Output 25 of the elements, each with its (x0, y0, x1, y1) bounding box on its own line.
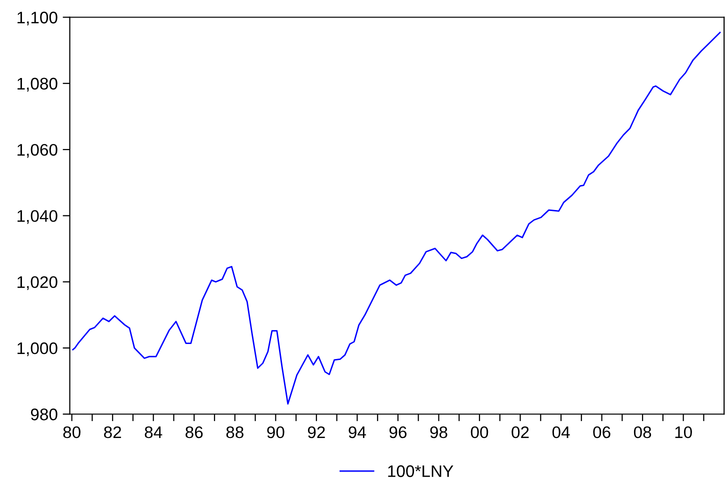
y-tick-label: 1,100 (18, 12, 58, 26)
x-tick-label: 08 (634, 426, 652, 438)
x-tick-label: 98 (430, 426, 448, 438)
y-tick-label: 1,020 (18, 276, 58, 290)
x-tick-label: 10 (675, 426, 692, 438)
x-tick-label: 04 (552, 426, 570, 438)
x-tick-label: 00 (470, 426, 488, 438)
x-tick-label: 90 (267, 426, 284, 438)
x-tick-label: 84 (144, 426, 162, 438)
x-tick-label: 86 (186, 426, 203, 438)
y-tick-label: 1,060 (18, 144, 58, 158)
x-tick-label: 92 (308, 426, 325, 438)
x-tick-label: 80 (63, 426, 80, 438)
x-tick-label: 96 (389, 426, 406, 438)
legend-label: 100*LNY (388, 465, 454, 478)
x-tick-label: 82 (104, 426, 122, 438)
x-tick-label: 94 (348, 426, 366, 438)
y-tick-label: 980 (30, 408, 58, 420)
y-tick-label: 1,000 (18, 342, 58, 356)
y-tick-label: 1,040 (18, 210, 58, 224)
y-tick-label: 1,080 (18, 78, 58, 92)
x-tick-label: 88 (226, 426, 244, 438)
x-tick-label: 06 (593, 426, 610, 438)
line-series (72, 32, 721, 405)
x-tick-label: 02 (512, 426, 529, 438)
